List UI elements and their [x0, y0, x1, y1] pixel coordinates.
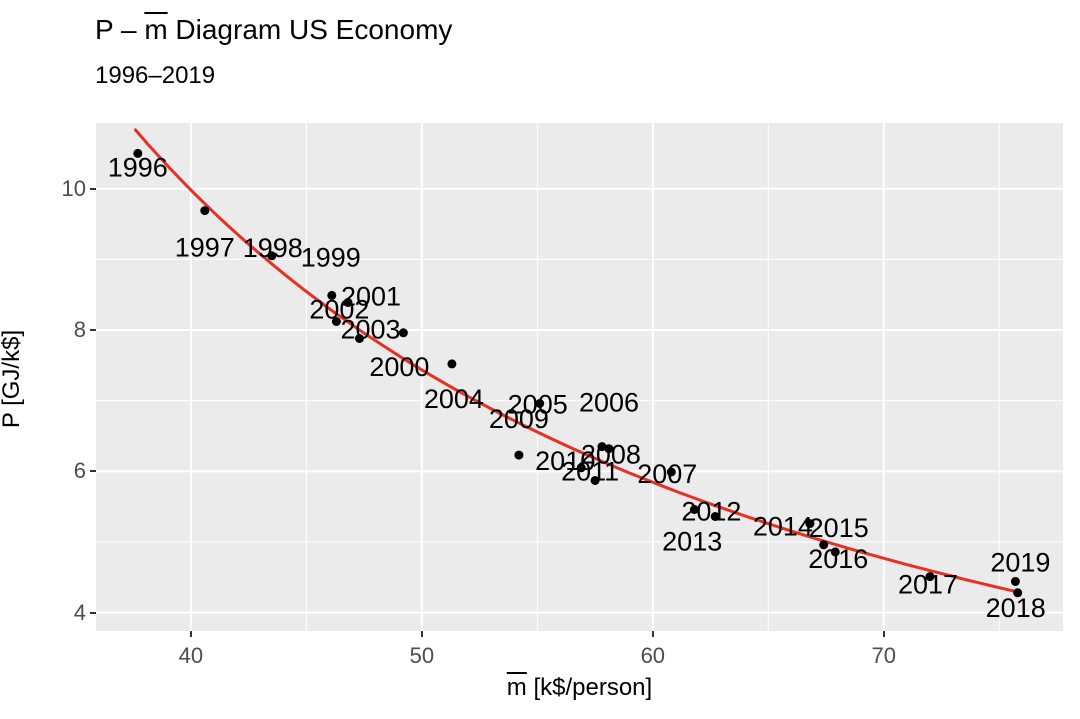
- trend-line: [136, 130, 1014, 591]
- x-tick-mark: [652, 631, 654, 637]
- data-point-label-2003: 2003: [340, 315, 400, 345]
- data-point-label-1998: 1998: [243, 233, 303, 263]
- x-axis-title-mbar: m: [507, 674, 527, 701]
- y-tick-mark: [90, 188, 96, 190]
- chart-title-post: Diagram US Economy: [168, 14, 453, 45]
- x-tick-label: 40: [179, 643, 203, 669]
- x-tick-mark: [190, 631, 192, 637]
- data-point-2009: [514, 451, 523, 460]
- y-axis-title: P [GJ/k$]: [0, 209, 26, 549]
- data-point-label-2014: 2014: [753, 512, 813, 542]
- data-point-1997: [200, 206, 209, 215]
- y-tick-mark: [90, 329, 96, 331]
- x-tick-label: 70: [872, 643, 896, 669]
- data-point-2019: [1011, 577, 1020, 586]
- data-point-label-2019: 2019: [990, 548, 1050, 578]
- x-tick-mark: [883, 631, 885, 637]
- data-point-label-2000: 2000: [369, 352, 429, 382]
- data-point-label-2016: 2016: [808, 544, 868, 574]
- data-point-label-2017: 2017: [898, 570, 958, 600]
- data-point-2004: [447, 359, 456, 368]
- chart-title-pre: P –: [95, 14, 144, 45]
- chart-title-mbar: m: [144, 14, 167, 45]
- y-tick-label: 6: [46, 458, 86, 484]
- data-point-label-2012: 2012: [681, 497, 741, 527]
- y-tick-label: 8: [46, 317, 86, 343]
- y-tick-mark: [90, 612, 96, 614]
- data-point-label-2011: 2011: [561, 457, 619, 487]
- chart-title: P – m Diagram US Economy: [95, 14, 452, 46]
- chart-subtitle: 1996–2019: [95, 62, 215, 90]
- x-tick-label: 60: [641, 643, 665, 669]
- x-axis-title: m [k$/person]: [96, 674, 1063, 702]
- data-point-label-2006: 2006: [579, 388, 639, 418]
- chart-figure: { "labels": { "title_pre": "P – ", "titl…: [0, 0, 1080, 719]
- data-point-label-2013: 2013: [662, 527, 722, 557]
- data-point-label-1999: 1999: [301, 242, 361, 272]
- x-axis-title-post: [k$/person]: [527, 674, 652, 701]
- x-tick-label: 50: [410, 643, 434, 669]
- plot-panel: 1996199719981999200020012002200320042005…: [96, 123, 1063, 631]
- x-tick-mark: [421, 631, 423, 637]
- data-point-label-2009: 2009: [489, 404, 549, 434]
- data-point-label-2018: 2018: [986, 593, 1046, 623]
- data-point-label-2015: 2015: [809, 513, 869, 543]
- data-point-label-2004: 2004: [424, 384, 484, 414]
- y-tick-label: 4: [46, 600, 86, 626]
- y-tick-mark: [90, 470, 96, 472]
- data-point-label-1996: 1996: [108, 152, 168, 182]
- data-point-label-1997: 1997: [175, 233, 235, 263]
- data-point-label-2007: 2007: [637, 459, 697, 489]
- y-tick-label: 10: [46, 176, 86, 202]
